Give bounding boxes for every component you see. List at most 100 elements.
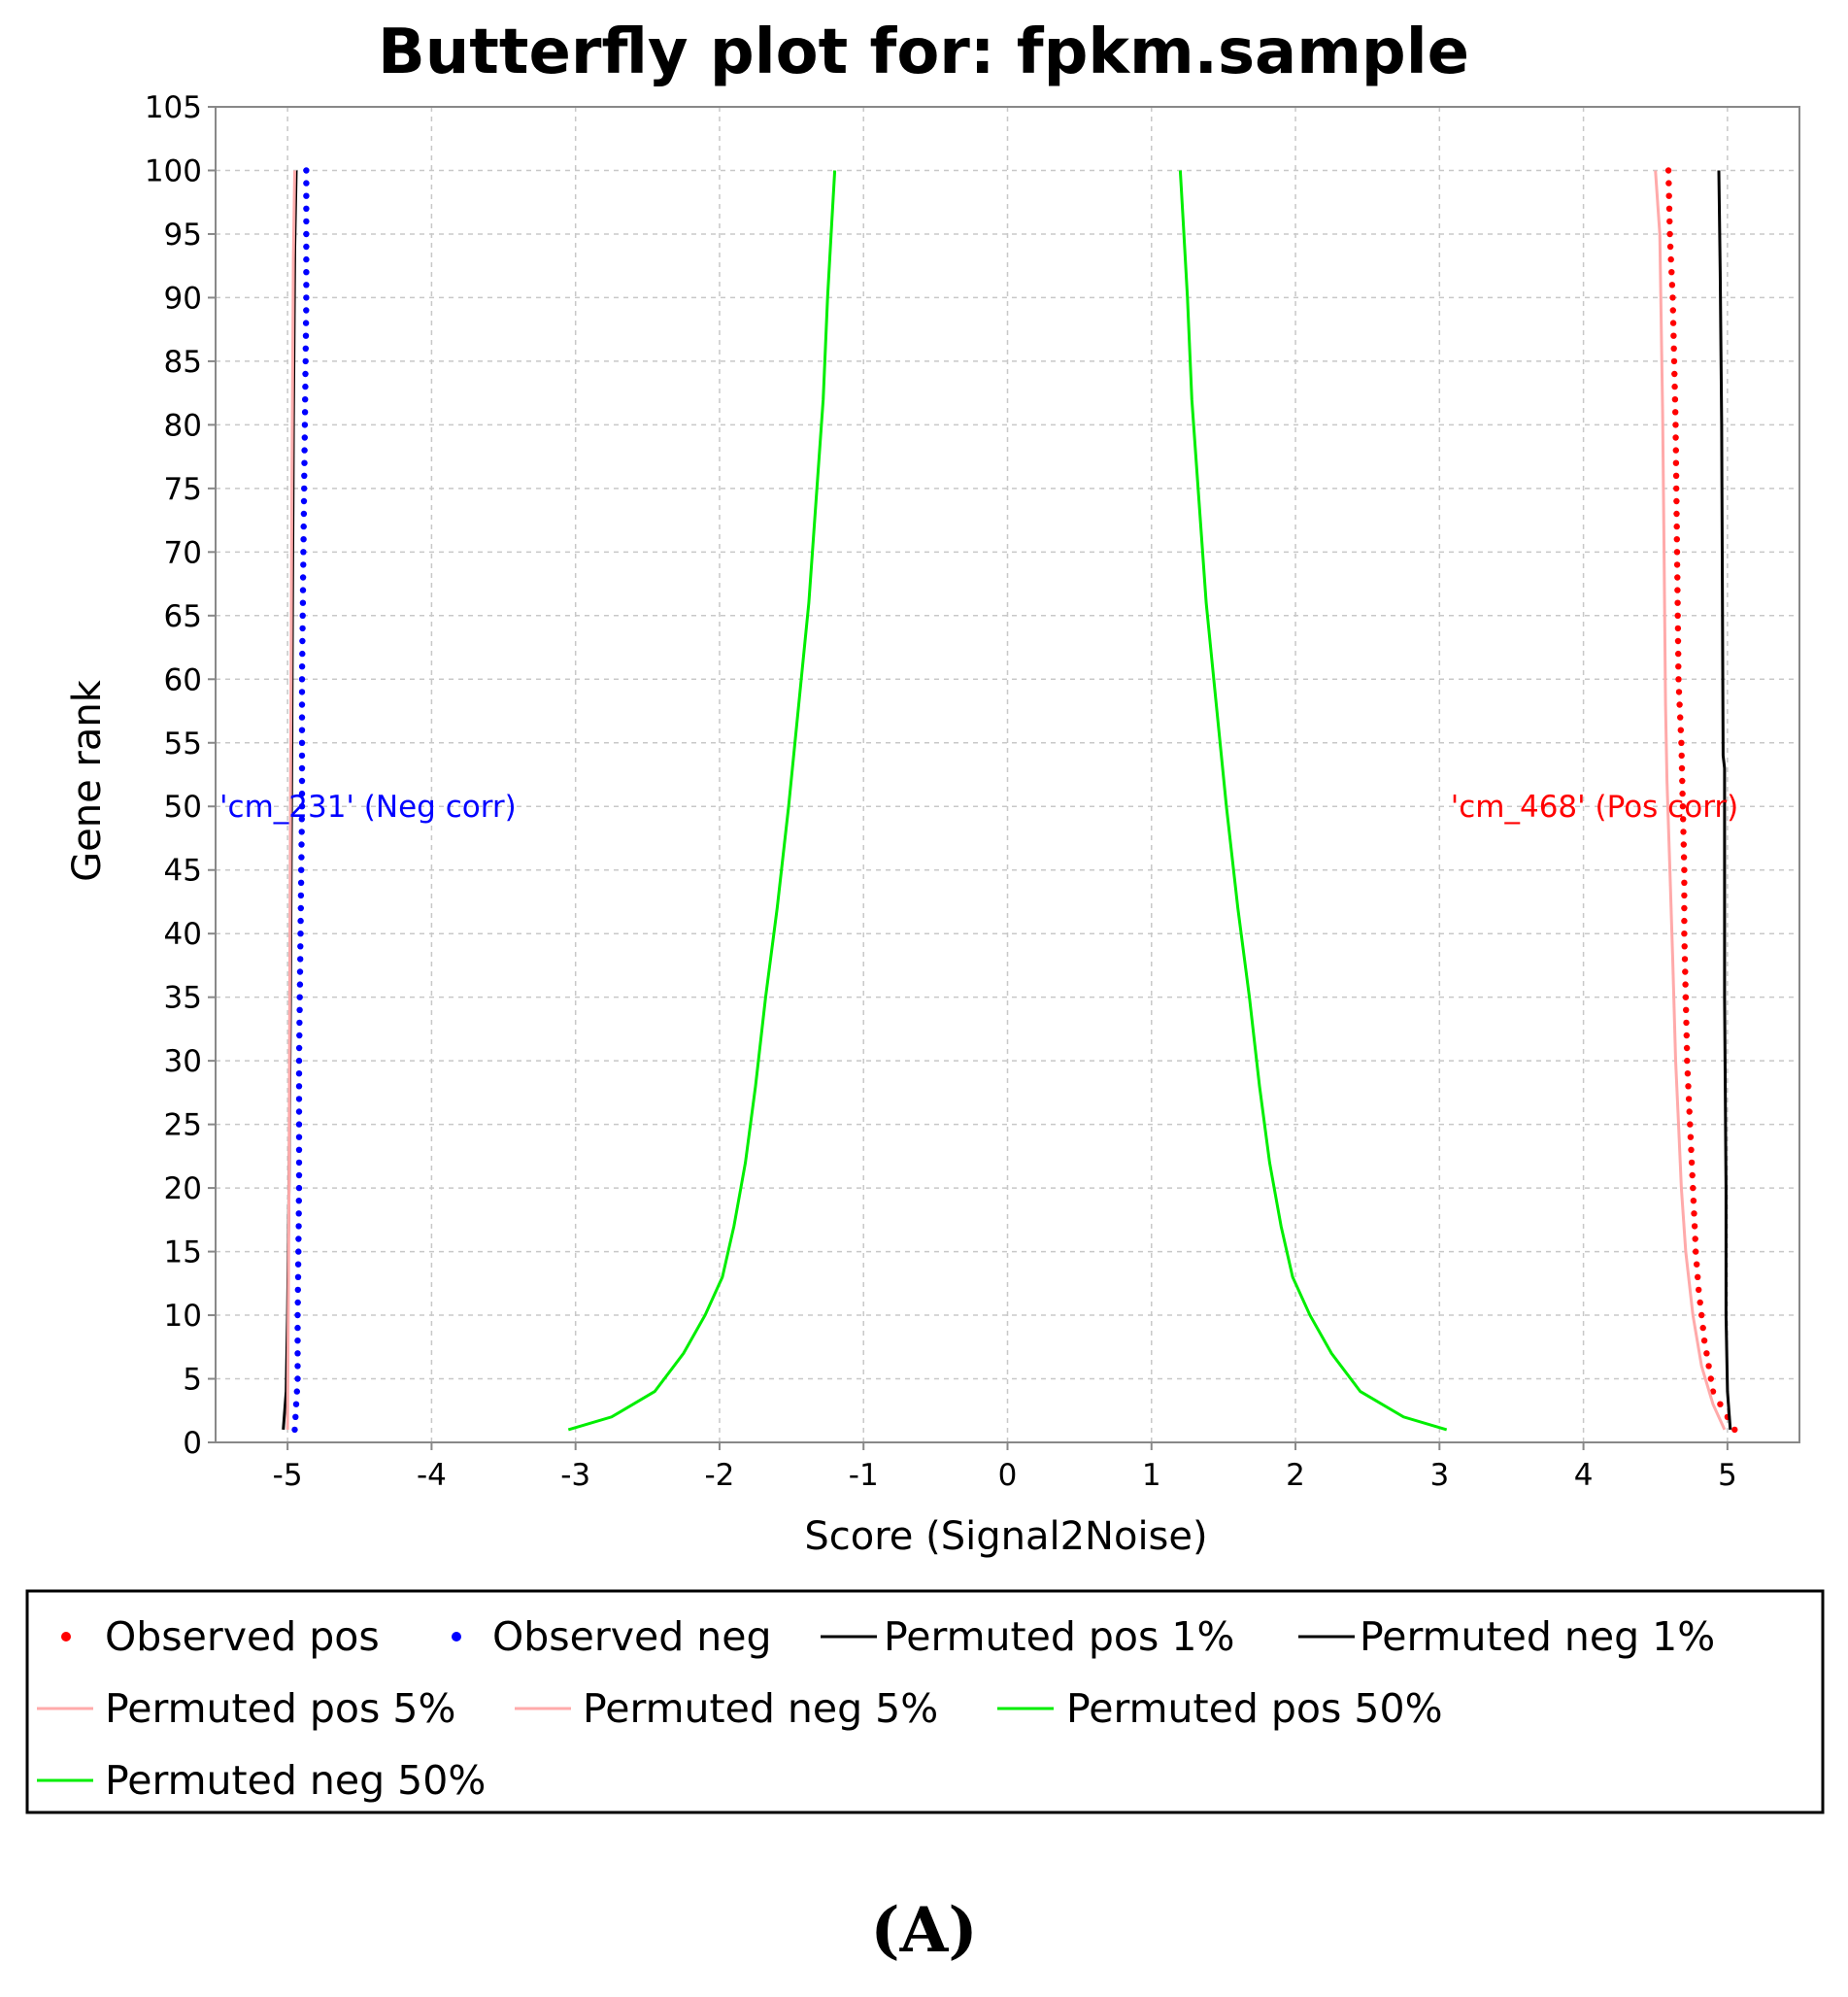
y-tick-label: 65	[164, 599, 202, 634]
data-point	[1687, 1134, 1695, 1140]
legend-label: Observed neg	[492, 1613, 772, 1660]
data-point	[302, 320, 310, 326]
data-point	[295, 1083, 303, 1090]
data-point	[1694, 1261, 1700, 1268]
data-point	[294, 1350, 301, 1357]
data-point	[301, 459, 308, 466]
data-point	[295, 1108, 303, 1115]
data-point	[1677, 714, 1684, 721]
data-point	[293, 1388, 300, 1395]
legend-item: Observed neg	[452, 1613, 772, 1660]
legend-label: Permuted pos 50%	[1066, 1685, 1443, 1732]
data-point	[299, 637, 306, 645]
data-point	[1679, 803, 1687, 810]
data-point	[1684, 1070, 1692, 1077]
data-point	[1680, 829, 1687, 835]
data-point	[297, 879, 305, 886]
legend-item: Permuted neg 1%	[1298, 1613, 1715, 1660]
data-point	[1673, 523, 1680, 530]
data-point	[1674, 612, 1681, 619]
legend-label: Permuted neg 1%	[1360, 1613, 1715, 1660]
data-point	[298, 714, 306, 721]
data-point	[295, 1248, 302, 1255]
data-point	[1683, 1044, 1691, 1052]
chart-title: Butterfly plot for: fpkm.sample	[378, 17, 1469, 88]
data-point	[1676, 701, 1683, 708]
data-point	[300, 523, 307, 530]
data-point	[294, 1337, 301, 1344]
data-point	[1672, 409, 1679, 416]
y-tick-label: 10	[164, 1299, 202, 1334]
data-point	[1672, 434, 1679, 441]
data-point	[1677, 727, 1685, 733]
data-point	[294, 1363, 301, 1370]
legend-item: Permuted pos 50%	[997, 1685, 1443, 1732]
data-point	[1731, 1426, 1738, 1434]
y-tick-label: 90	[164, 281, 202, 316]
data-point	[294, 1375, 301, 1382]
data-point	[295, 1235, 302, 1242]
y-tick-label: 85	[164, 345, 202, 380]
data-point	[1703, 1350, 1710, 1357]
data-point	[296, 1032, 303, 1039]
data-point	[1675, 650, 1682, 658]
annotations: 'cm_231' (Neg corr) 'cm_468' (Pos corr)	[219, 790, 1738, 825]
data-point	[1667, 255, 1674, 263]
y-tick-label: 20	[164, 1171, 202, 1206]
data-point	[298, 777, 306, 785]
data-point	[1707, 1375, 1715, 1382]
y-tick-label: 0	[183, 1426, 202, 1461]
series-permuted-pos-5-	[1654, 170, 1727, 1431]
data-point	[300, 536, 307, 543]
data-point	[303, 294, 310, 301]
series-observed-neg	[291, 167, 310, 1434]
legend-box	[25, 1589, 1825, 1814]
data-point	[295, 1184, 303, 1192]
legend-item: Permuted pos 5%	[37, 1685, 455, 1732]
data-point	[298, 727, 306, 733]
series-line-permuted-pos-5-	[1654, 170, 1727, 1431]
data-point	[1681, 879, 1688, 886]
data-point	[295, 1210, 302, 1217]
x-tick-label: 3	[1429, 1458, 1449, 1493]
data-point	[298, 854, 305, 861]
legend: Observed pos Observed neg Permuted pos 1% P…	[37, 1613, 1715, 1804]
legend-item: Observed pos	[61, 1613, 380, 1660]
data-point	[1689, 1171, 1696, 1179]
data-point	[1684, 1057, 1691, 1065]
data-point	[298, 689, 306, 695]
data-point	[295, 1159, 303, 1167]
data-point	[300, 497, 308, 505]
data-point	[302, 332, 310, 339]
data-point	[303, 180, 310, 186]
grid	[216, 107, 1799, 1442]
data-point	[302, 396, 309, 403]
data-point	[1678, 739, 1685, 746]
data-point	[1679, 777, 1686, 785]
legend-label: Permuted pos 1%	[884, 1613, 1234, 1660]
data-point	[295, 1171, 303, 1179]
data-point	[1673, 561, 1681, 568]
data-point	[1687, 1121, 1694, 1128]
panel-label: (A)	[870, 1894, 978, 1967]
data-point	[296, 981, 304, 988]
data-point	[1681, 931, 1688, 937]
data-point	[294, 1286, 301, 1294]
data-point	[1686, 1108, 1693, 1115]
data-point	[294, 1311, 301, 1319]
data-point	[1680, 816, 1687, 823]
data-point	[297, 931, 304, 937]
data-point	[1717, 1401, 1724, 1407]
data-point	[303, 230, 310, 238]
data-point	[301, 422, 309, 428]
y-axis-label: Gene rank	[65, 679, 110, 882]
data-point	[298, 803, 306, 810]
data-point	[1671, 383, 1678, 390]
annotation-label: 'cm_231' (Neg corr)	[219, 790, 517, 825]
data-point	[1668, 282, 1676, 288]
legend-label: Observed pos	[105, 1613, 380, 1660]
series-observed-pos	[1664, 167, 1738, 1434]
data-point	[300, 510, 308, 518]
data-point	[1691, 1223, 1698, 1230]
data-point	[1666, 243, 1674, 251]
